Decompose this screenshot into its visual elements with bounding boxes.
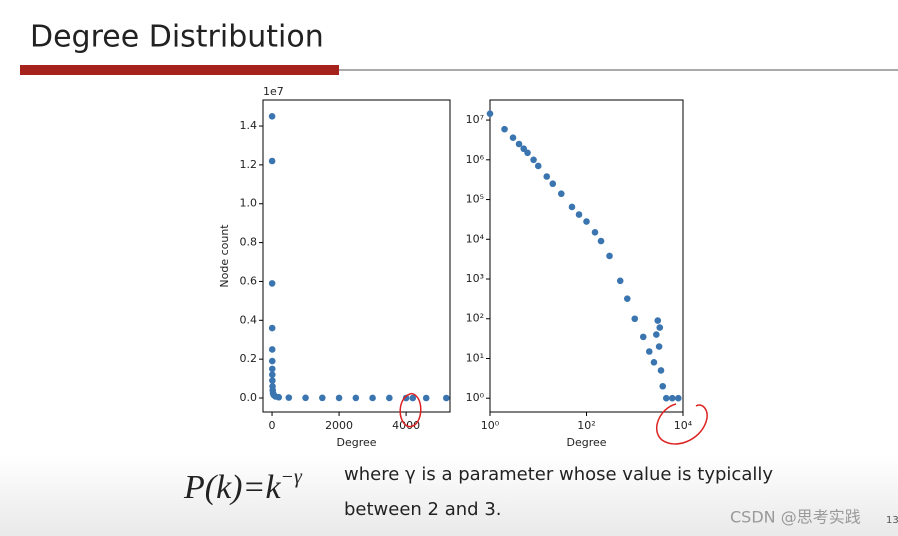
formula: P(k)=k−γ: [183, 466, 303, 506]
formula-exponent: −γ: [281, 466, 303, 488]
point: [285, 394, 293, 401]
point: [501, 125, 508, 133]
x-tick-label: 10⁰: [481, 419, 500, 432]
point: [422, 394, 430, 402]
y-tick-label: 0.2: [240, 352, 258, 365]
point: [268, 365, 276, 373]
page-number: 13: [886, 515, 898, 526]
point: [524, 149, 531, 157]
point: [335, 394, 343, 402]
point: [543, 173, 551, 180]
y-tick-label: 1.4: [240, 119, 258, 132]
point: [268, 157, 276, 165]
point: [509, 134, 517, 142]
y-tick-label: 10⁰: [466, 391, 485, 404]
annotation-circle: [656, 403, 708, 445]
y-tick-label: 10⁵: [466, 193, 484, 206]
y-axis-label: Node count: [218, 224, 231, 288]
point: [597, 237, 605, 245]
description-line: where γ is a parameter whose value is ty…: [344, 464, 773, 485]
y-tick-label: 0.8: [240, 236, 258, 249]
point: [659, 382, 667, 390]
point: [409, 394, 417, 402]
x-tick-label: 10²: [577, 419, 595, 432]
point: [575, 211, 583, 218]
formula-base: P(k)=k: [183, 469, 281, 506]
annotation-circle: [399, 392, 422, 428]
x-tick-label: 2000: [325, 419, 353, 432]
point: [639, 333, 647, 341]
point: [275, 393, 283, 401]
point: [515, 140, 523, 148]
point: [386, 394, 393, 402]
title-bar: [20, 65, 339, 75]
y-tick-label: 1.0: [240, 197, 258, 210]
point: [616, 277, 624, 285]
plots: 0 2000 40000.00.20.40.60.81.01.21.4DegreeN…: [218, 85, 693, 449]
point: [568, 203, 576, 211]
point: [269, 371, 276, 378]
point: [653, 331, 660, 338]
watermark: CSDN @思考实践: [730, 508, 861, 527]
point: [268, 324, 276, 332]
point: [352, 394, 360, 402]
y-tick-label: 0.0: [240, 391, 258, 404]
point: [534, 162, 542, 170]
x-tick-label: 10⁴: [674, 419, 693, 432]
point: [319, 394, 326, 402]
y-tick-label: 10⁷: [466, 113, 484, 126]
point: [369, 394, 376, 402]
description-line: between 2 and 3.: [344, 499, 502, 520]
point: [656, 324, 664, 331]
point: [302, 394, 309, 402]
point: [443, 394, 450, 402]
point: [645, 348, 653, 355]
y-tick-label: 10⁶: [466, 153, 485, 166]
x-tick-label: 0: [269, 419, 276, 432]
footer-shade: [0, 455, 898, 536]
y-tick-label: 10²: [466, 312, 484, 325]
point: [402, 394, 410, 402]
y-tick-label: 10⁴: [466, 232, 485, 245]
point: [268, 113, 276, 120]
y-tick-label: 0.6: [240, 274, 258, 287]
y-tick-label: 1.2: [240, 158, 258, 171]
point: [583, 218, 590, 225]
point: [655, 343, 663, 350]
y-offset-label: 1e7: [263, 85, 284, 98]
point: [591, 228, 599, 236]
point: [269, 377, 276, 384]
y-tick-label: 10¹: [466, 351, 484, 364]
point: [486, 110, 494, 117]
point: [631, 315, 639, 323]
point: [675, 394, 682, 402]
x-axis-label: Degree: [566, 436, 606, 449]
point: [662, 394, 670, 402]
plot-frame: [262, 99, 451, 413]
point: [654, 317, 662, 324]
point: [650, 359, 658, 366]
point: [657, 367, 665, 374]
point: [268, 357, 276, 365]
point: [557, 190, 565, 198]
point: [549, 180, 557, 188]
x-axis-label: Degree: [336, 436, 376, 449]
point: [268, 346, 276, 353]
point: [530, 156, 537, 164]
slide-title: Degree Distribution: [30, 20, 324, 55]
point: [268, 280, 276, 287]
y-tick-label: 0.4: [240, 313, 258, 326]
point: [606, 252, 613, 260]
point: [623, 295, 631, 302]
point: [668, 394, 676, 402]
y-tick-label: 10³: [466, 272, 484, 285]
